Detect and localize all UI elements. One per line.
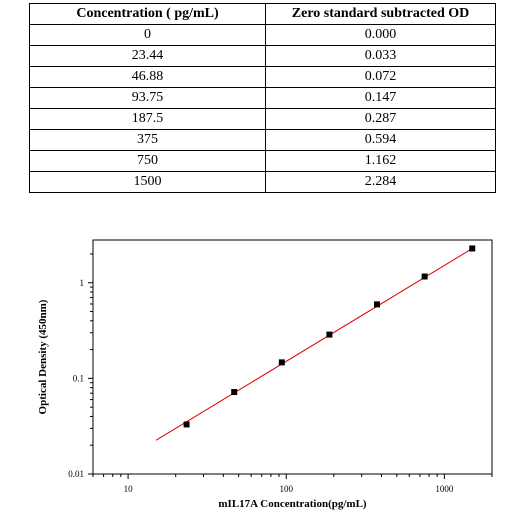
fit-line-layer [155,247,474,441]
plot-frame [92,239,493,475]
x-tick-label: 100 [279,484,293,494]
data-point [374,301,381,308]
od-cell: 0.147 [265,87,496,109]
x-axis-label: mIL17A Concentration(pg/mL) [218,498,367,510]
od-cell: 0.287 [265,108,496,130]
concentration-cell: 0 [29,24,266,46]
data-point [231,389,238,396]
table-row: 1500 2.284 [29,171,496,193]
table-header-row: Concentration ( pg/mL) Zero standard sub… [29,3,496,25]
od-cell: 0.594 [265,129,496,151]
table-row: 93.75 0.147 [29,87,496,109]
od-cell: 0.000 [265,24,496,46]
table-row: 187.5 0.287 [29,108,496,130]
table-row: 23.44 0.033 [29,45,496,67]
y-tick-label: 0.1 [73,373,84,383]
x-tick-label: 10 [124,484,134,494]
concentration-cell: 187.5 [29,108,266,130]
data-points-layer [183,245,476,428]
table-row: 750 1.162 [29,150,496,172]
y-tick-label: 1 [80,278,85,288]
header-od: Zero standard subtracted OD [265,3,496,25]
od-cell: 1.162 [265,150,496,172]
standard-curve-table: Concentration ( pg/mL) Zero standard sub… [29,3,496,193]
table-row: 0 0.000 [29,24,496,46]
concentration-cell: 1500 [29,171,266,193]
od-cell: 0.033 [265,45,496,67]
table-row: 375 0.594 [29,129,496,151]
fit-line [155,247,474,441]
standard-curve-chart: 10 100 1000 0.01 0.1 1 mIL17A Concentration(p… [37,239,493,510]
y-axis-label: Optical Density (450nm) [37,299,49,414]
table-body: 0 0.000 23.44 0.033 46.88 0.072 93.75 0.147 187.… [29,24,496,193]
header-concentration: Concentration ( pg/mL) [29,3,266,25]
concentration-cell: 46.88 [29,66,266,88]
concentration-cell: 750 [29,150,266,172]
table-row: 46.88 0.072 [29,66,496,88]
concentration-cell: 93.75 [29,87,266,109]
y-tick-label: 0.01 [68,469,84,479]
data-point [278,359,285,366]
x-tick-label: 1000 [435,484,454,494]
axis-ticks: 10 100 1000 0.01 0.1 1 [68,253,493,494]
data-point [326,331,333,338]
od-cell: 0.072 [265,66,496,88]
data-point [183,421,190,428]
concentration-cell: 23.44 [29,45,266,67]
od-cell: 2.284 [265,171,496,193]
data-point [421,273,428,280]
data-point [469,245,476,252]
concentration-cell: 375 [29,129,266,151]
